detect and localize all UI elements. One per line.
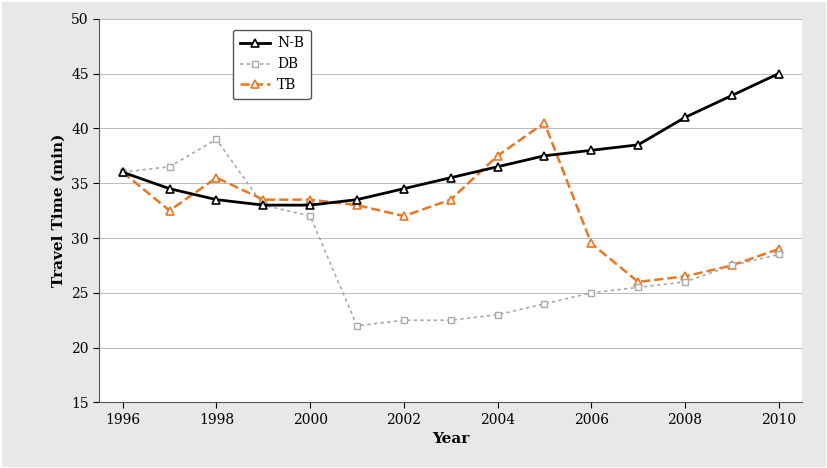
DB bbox=[493, 312, 503, 318]
N-B bbox=[493, 164, 503, 169]
N-B bbox=[727, 93, 737, 98]
TB bbox=[774, 246, 784, 252]
N-B bbox=[117, 169, 127, 175]
TB bbox=[352, 202, 362, 208]
DB bbox=[165, 164, 174, 169]
TB bbox=[117, 169, 127, 175]
DB bbox=[399, 317, 409, 323]
X-axis label: Year: Year bbox=[432, 432, 470, 446]
TB bbox=[727, 263, 737, 268]
TB bbox=[165, 208, 174, 213]
DB bbox=[680, 279, 690, 285]
N-B bbox=[212, 197, 222, 203]
TB bbox=[680, 274, 690, 279]
DB bbox=[586, 290, 596, 296]
TB bbox=[258, 197, 268, 203]
DB bbox=[212, 137, 222, 142]
TB bbox=[399, 213, 409, 219]
DB bbox=[352, 323, 362, 329]
TB bbox=[539, 120, 549, 126]
TB bbox=[305, 197, 315, 203]
N-B bbox=[680, 115, 690, 120]
DB bbox=[539, 301, 549, 307]
DB bbox=[727, 263, 737, 268]
Line: DB: DB bbox=[119, 136, 782, 329]
N-B bbox=[586, 147, 596, 153]
TB bbox=[446, 197, 456, 203]
N-B bbox=[774, 71, 784, 76]
TB bbox=[586, 241, 596, 246]
N-B bbox=[165, 186, 174, 191]
Y-axis label: Travel Time (min): Travel Time (min) bbox=[51, 134, 65, 287]
DB bbox=[774, 252, 784, 257]
TB bbox=[212, 175, 222, 181]
N-B bbox=[446, 175, 456, 181]
DB bbox=[446, 317, 456, 323]
N-B bbox=[352, 197, 362, 203]
Line: TB: TB bbox=[118, 119, 783, 286]
Legend: N-B, DB, TB: N-B, DB, TB bbox=[232, 29, 311, 99]
TB bbox=[493, 153, 503, 159]
N-B bbox=[258, 202, 268, 208]
DB bbox=[258, 202, 268, 208]
N-B bbox=[633, 142, 643, 147]
DB bbox=[117, 169, 127, 175]
DB bbox=[633, 285, 643, 290]
DB bbox=[305, 213, 315, 219]
TB bbox=[633, 279, 643, 285]
Line: N-B: N-B bbox=[118, 69, 783, 209]
N-B bbox=[539, 153, 549, 159]
N-B bbox=[305, 202, 315, 208]
N-B bbox=[399, 186, 409, 191]
